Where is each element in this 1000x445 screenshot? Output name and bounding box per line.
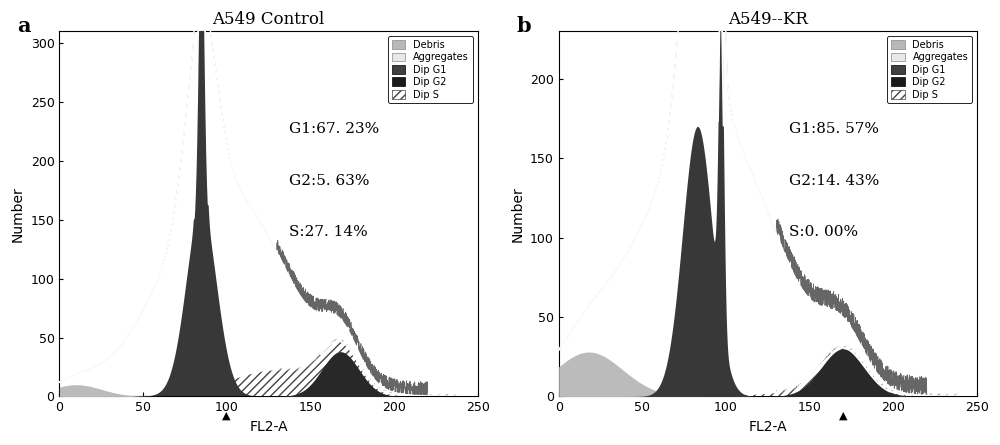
Text: ▲: ▲ <box>839 411 847 421</box>
Text: G2:5. 63%: G2:5. 63% <box>289 174 370 187</box>
Text: a: a <box>18 16 31 36</box>
Text: G2:14. 43%: G2:14. 43% <box>789 174 879 187</box>
Text: S:27. 14%: S:27. 14% <box>289 225 368 239</box>
Y-axis label: Number: Number <box>11 186 25 242</box>
X-axis label: FL2-A: FL2-A <box>249 420 288 434</box>
Legend: Debris, Aggregates, Dip G1, Dip G2, Dip S: Debris, Aggregates, Dip G1, Dip G2, Dip … <box>887 36 972 103</box>
Y-axis label: Number: Number <box>510 186 524 242</box>
Text: ▲: ▲ <box>222 411 231 421</box>
Title: A549 Control: A549 Control <box>212 11 325 28</box>
Text: G1:67. 23%: G1:67. 23% <box>289 122 380 136</box>
Text: b: b <box>517 16 532 36</box>
Title: A549--KR: A549--KR <box>728 11 808 28</box>
Text: G1:85. 57%: G1:85. 57% <box>789 122 879 136</box>
Legend: Debris, Aggregates, Dip G1, Dip G2, Dip S: Debris, Aggregates, Dip G1, Dip G2, Dip … <box>388 36 473 103</box>
X-axis label: FL2-A: FL2-A <box>749 420 787 434</box>
Text: S:0. 00%: S:0. 00% <box>789 225 858 239</box>
